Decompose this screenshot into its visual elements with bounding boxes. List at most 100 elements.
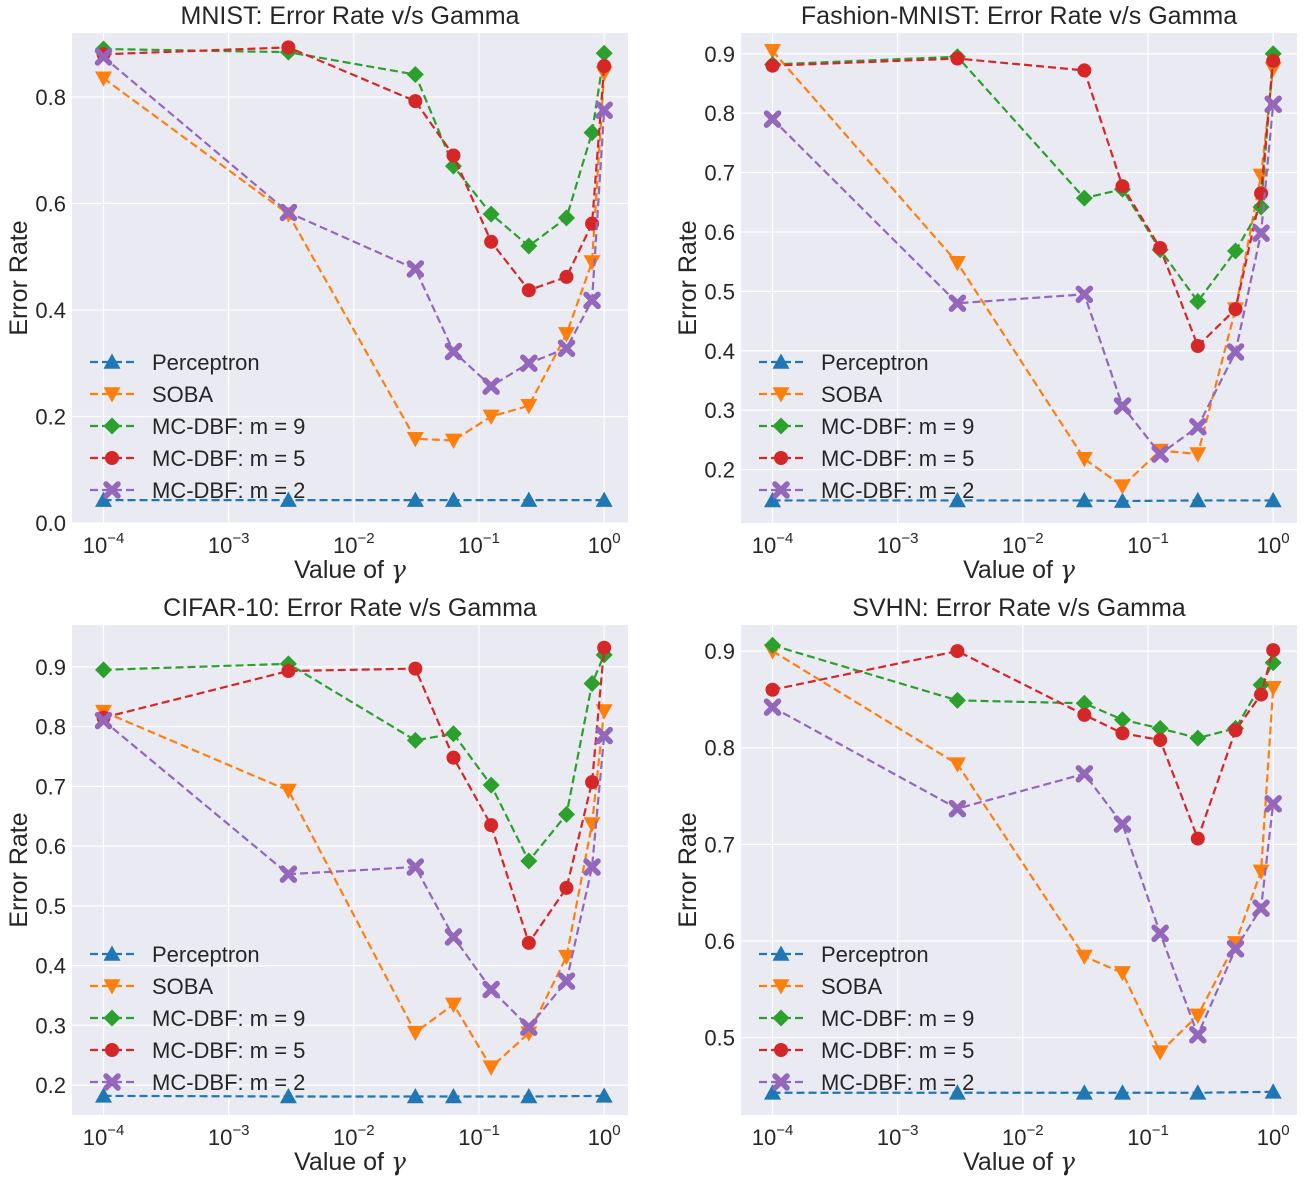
data-point [482, 776, 500, 794]
x-tick-label: 10−2 [1002, 1122, 1044, 1150]
data-point [1075, 452, 1093, 468]
legend-label: MC-DBF: m = 9 [821, 414, 974, 439]
legend-label: MC-DBF: m = 5 [152, 446, 305, 471]
series-mc-dbf-m-5 [765, 643, 1281, 846]
data-point [1075, 949, 1093, 965]
legend-marker [103, 945, 121, 961]
chart-panel-4: 0.5 0.6 0.7 0.8 0.9 10−4 10−3 10−2 10−1 100 SVHN: … [674, 594, 1297, 1176]
data-point [1075, 491, 1093, 508]
data-point [948, 294, 967, 312]
data-point [764, 491, 782, 508]
series-line [103, 647, 606, 946]
data-point [1075, 694, 1093, 712]
data-point [281, 664, 296, 679]
legend-label: SOBA [152, 974, 213, 999]
series-mc-dbf-m-2 [94, 711, 613, 1036]
data-point [1264, 95, 1282, 114]
data-point [948, 691, 966, 709]
data-point [1113, 492, 1131, 508]
y-tick-label: 0.6 [35, 834, 66, 859]
data-point [950, 644, 965, 659]
x-tick-label: 10−2 [333, 530, 375, 558]
data-point [521, 283, 536, 298]
data-point [948, 757, 966, 773]
data-point [1113, 1084, 1131, 1100]
data-point [1075, 765, 1094, 783]
legend-label: SOBA [821, 382, 882, 407]
data-point [1113, 397, 1132, 415]
x-tick-label: 10−3 [208, 1122, 250, 1150]
legend-marker [105, 451, 119, 465]
x-tick-label: 10−2 [333, 1122, 375, 1150]
data-point [520, 1087, 538, 1104]
data-point [583, 858, 601, 876]
chart-title: Fashion-MNIST: Error Rate v/s Gamma [801, 2, 1237, 30]
legend-marker [772, 481, 790, 499]
legend-entry: MC-DBF: m = 5 [90, 1038, 305, 1063]
data-point [1189, 491, 1207, 508]
data-point [444, 433, 462, 449]
plot-area [741, 625, 1297, 1115]
legend-entry: SOBA [90, 974, 213, 999]
data-point [1113, 479, 1131, 495]
y-tick-label: 0.8 [35, 715, 66, 740]
data-point [520, 237, 538, 255]
data-point [1151, 1045, 1169, 1061]
chart-panel-1: 0.0 0.2 0.4 0.6 0.8 10−4 10−3 10−2 10−1 100 MNIST:… [5, 2, 628, 584]
data-point [764, 1084, 782, 1100]
legend-marker [772, 387, 790, 403]
data-point [1113, 815, 1132, 833]
data-point [764, 636, 782, 654]
legend-marker [772, 1009, 790, 1027]
y-tick-label: 0.0 [35, 511, 66, 536]
legend-label: Perceptron [152, 942, 260, 967]
data-point [1252, 899, 1270, 917]
data-point [484, 818, 499, 833]
legend-label: MC-DBF: m = 2 [152, 478, 305, 503]
data-point [765, 682, 780, 697]
y-tick-label: 0.3 [35, 1013, 66, 1038]
data-point [583, 124, 601, 142]
data-point [1189, 729, 1207, 747]
y-tick-label: 0.4 [35, 298, 66, 323]
x-tick-label: 10−3 [877, 530, 919, 558]
data-point [557, 339, 576, 358]
series-perceptron [764, 1083, 1282, 1100]
x-tick-label: 10−1 [458, 530, 500, 558]
data-point [1264, 1083, 1282, 1099]
x-tick-label: 10−1 [1127, 1122, 1169, 1150]
data-point [95, 661, 113, 679]
legend-entry: SOBA [90, 382, 213, 407]
y-tick-label: 0.8 [35, 85, 66, 110]
data-point [1254, 687, 1269, 702]
data-point [1252, 198, 1270, 216]
x-tick-label: 10−3 [877, 1122, 919, 1150]
y-axis-label: Error Rate [674, 812, 702, 927]
data-point [595, 101, 613, 119]
data-point [1075, 1084, 1093, 1100]
data-point [446, 148, 461, 163]
data-point [95, 491, 113, 507]
data-point [408, 94, 423, 109]
legend-entry: Perceptron [90, 942, 260, 967]
data-point [1189, 1008, 1207, 1024]
legend-entry: MC-DBF: m = 2 [90, 1070, 305, 1095]
legend-marker [103, 1073, 121, 1091]
data-point [406, 260, 425, 278]
legend-label: MC-DBF: m = 2 [821, 1070, 974, 1095]
legend-marker [103, 387, 121, 403]
data-point [948, 256, 966, 272]
data-point [763, 698, 782, 716]
series-line [772, 1090, 1274, 1094]
legend-label: MC-DBF: m = 2 [152, 1070, 305, 1095]
series-perceptron [95, 491, 613, 507]
data-point [585, 216, 600, 231]
y-tick-label: 0.5 [704, 279, 735, 304]
legend-entry: SOBA [759, 974, 882, 999]
data-point [585, 775, 600, 790]
data-point [950, 51, 965, 66]
legend-marker [774, 1043, 788, 1057]
y-tick-label: 0.7 [35, 774, 66, 799]
data-point [1190, 831, 1205, 846]
data-point [1226, 940, 1245, 958]
